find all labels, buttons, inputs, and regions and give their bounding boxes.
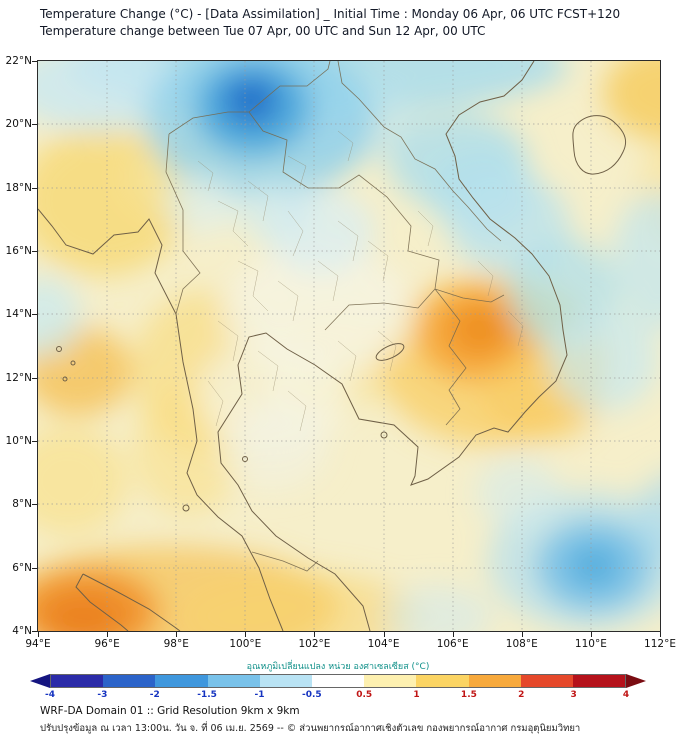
lon-tick-label: 94°E: [25, 638, 51, 650]
lat-tick-label: 14°N: [5, 308, 32, 321]
grid-lines: [38, 61, 660, 631]
colorbar-segment: [155, 675, 208, 687]
lat-tick-label: 16°N: [5, 245, 32, 257]
lon-tickmark: [521, 632, 523, 637]
lon-tickmark: [590, 632, 592, 637]
lon-tickmark: [245, 632, 247, 637]
lon-tickmark: [107, 632, 109, 637]
lon-tickmark: [314, 632, 316, 637]
colorbar-strip: [50, 674, 626, 688]
colorbar-tick-label: 4: [622, 690, 630, 700]
temperature-map: [38, 61, 660, 631]
hainan-island: [572, 115, 627, 175]
tonle-sap-lake: [375, 343, 405, 361]
lon-tick-label: 106°E: [436, 638, 469, 650]
lat-tick-label: 12°N: [5, 371, 32, 384]
lat-tick-label: 20°N: [5, 118, 32, 131]
colorbar-ticks: -4 -3 -2 -1.5 -1 -0.5 0.5 1 1.5 2 3 4: [30, 690, 646, 702]
colorbar-segment: [572, 675, 626, 687]
colorbar-tick-label: 1: [413, 690, 420, 700]
island-small: [242, 456, 248, 462]
coastline-west: [38, 208, 284, 631]
lat-tick-label: 8°N: [12, 498, 32, 511]
colorbar-tick-label: -0.5: [301, 690, 322, 700]
country-borders: [165, 61, 505, 572]
lat-tick-label: 10°N: [5, 435, 32, 447]
lon-tickmark: [452, 632, 454, 637]
sumatra-coast: [75, 573, 181, 631]
colorbar-tick-label: 3: [570, 690, 577, 700]
island-small: [56, 346, 62, 352]
title-line1: Temperature Change (°C) - [Data Assimila…: [40, 7, 621, 21]
colorbar-segment: [103, 675, 156, 687]
colorbar-segment: [259, 675, 312, 687]
lon-tick-label: 98°E: [163, 638, 189, 650]
lon-tick-label: 104°E: [367, 638, 400, 650]
island-small: [62, 376, 68, 382]
island-small: [70, 360, 76, 366]
lon-tick-label: 112°E: [644, 638, 676, 650]
colorbar-tick-label: 2: [518, 690, 525, 700]
colorbar-segment: [416, 675, 469, 687]
colorbar-segment: [311, 675, 365, 687]
colorbar-tick-label: 1.5: [460, 690, 477, 700]
colorbar-segment: [207, 675, 260, 687]
colorbar: [30, 674, 646, 688]
colorbar-arrow-left: [30, 674, 50, 688]
colorbar-segment: [364, 675, 417, 687]
domain-info-text: WRF-DA Domain 01 :: Grid Resolution 9km …: [40, 705, 300, 717]
colorbar-tick-label: -3: [97, 690, 108, 700]
lon-tickmark: [383, 632, 385, 637]
colorbar-arrow-right: [626, 674, 646, 688]
lon-tick-label: 96°E: [94, 638, 120, 650]
update-credit-text: ปรับปรุงข้อมูล ณ เวลา 13:00น. วัน จ. ที่…: [40, 723, 581, 734]
colorbar-segment: [468, 675, 521, 687]
coastlines: [38, 61, 627, 631]
coastline-gulf-vietnam: [217, 61, 568, 631]
title-block: Temperature Change (°C) - [Data Assimila…: [40, 6, 620, 40]
colorbar-segment: [520, 675, 573, 687]
island-small: [182, 504, 190, 512]
lon-tick-label: 102°E: [298, 638, 331, 650]
island-small: [380, 431, 388, 439]
lat-tick-label: 6°N: [12, 561, 32, 574]
lon-tick-label: 108°E: [505, 638, 538, 650]
colorbar-tick-label: -1: [254, 690, 265, 700]
colorbar-tick-label: 0.5: [356, 690, 373, 700]
colorbar-tick-label: -2: [149, 690, 160, 700]
province-borders: [197, 130, 524, 432]
colorbar-segment: [51, 675, 104, 687]
lon-tick-label: 110°E: [574, 638, 607, 650]
lat-tick-label: 4°N: [12, 625, 32, 637]
colorbar-label: อุณหภูมิเปลี่ยนแปลง หน่วย องศาเซลเซียส (…: [246, 662, 430, 672]
lon-tickmark: [176, 632, 178, 637]
lat-tick-label: 22°N: [5, 55, 32, 67]
plot-area: [37, 60, 661, 632]
temperature-anomaly-field: [38, 61, 660, 631]
lon-tickmark: [660, 632, 661, 637]
title-line2: Temperature change between Tue 07 Apr, 0…: [40, 24, 486, 38]
lon-tickmark: [38, 632, 39, 637]
colorbar-tick-label: -1.5: [197, 690, 217, 700]
colorbar-tick-label: -4: [45, 690, 55, 700]
lon-tick-label: 100°E: [229, 638, 262, 650]
lat-tick-label: 18°N: [5, 181, 32, 194]
